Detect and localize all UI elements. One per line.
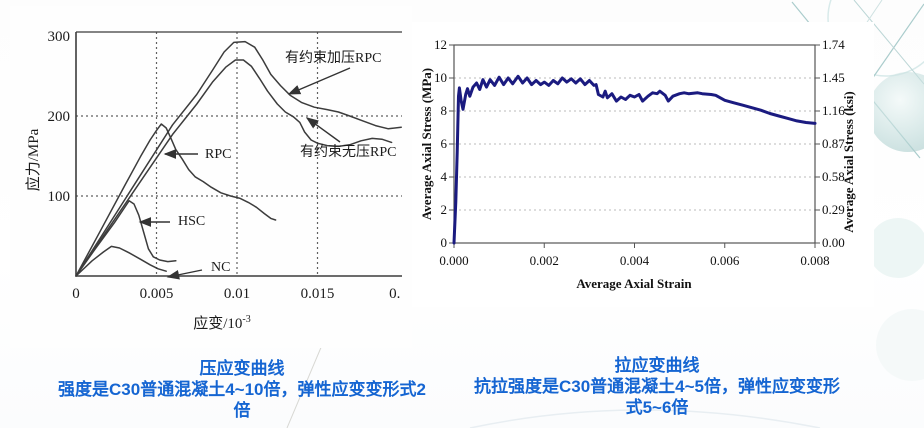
right-caption-title: 拉应变曲线 [614, 356, 700, 375]
compression-chart-canvas: 300 200 100 0 0.005 0.01 0.015 0. [48, 29, 402, 302]
curve-0 [75, 40, 402, 277]
curve-label-rpc: RPC [205, 147, 232, 162]
y-tick-label-mpa: 10 [434, 70, 447, 85]
y-tick-label: 100 [48, 189, 71, 205]
right-caption: 拉应变曲线 抗拉强度是C30普通混凝土4~5倍，弹性应变变形 式5~6倍 [447, 355, 867, 418]
y-axis-title-ksi: Average Axial Stress (ksi) [841, 91, 856, 233]
curve-label-confined-pressurized-rpc: 有约束加压RPC [285, 51, 382, 66]
deco-line [286, 337, 326, 428]
deco-circle-outline [827, 0, 924, 77]
y-tick-label-ksi: 0.29 [822, 202, 845, 217]
y-tick-label-ksi: 0.58 [822, 169, 845, 184]
x-tick-label: 0.002 [530, 253, 559, 268]
y-tick-label-mpa: 6 [441, 136, 448, 151]
tensile-stress-strain-figure: 0 0.00 2 0.29 4 0.58 6 0.87 8 1.16 10 1.45 12 1.74 0.0… [412, 22, 874, 307]
y-tick-label: 300 [48, 29, 71, 45]
x-axis-label: 应变/10-3 [193, 314, 251, 332]
y-tick-label-ksi: 0.87 [822, 136, 845, 151]
x-tick-label: 0.000 [439, 253, 468, 268]
y-tick-label-mpa: 0 [441, 235, 448, 250]
y-tick-label-ksi: 1.45 [822, 70, 845, 85]
annotation-arrow [287, 67, 351, 95]
left-caption: 压应变曲线 强度是C30普通混凝土4~10倍，弹性应变变形式2 倍 [32, 358, 452, 421]
x-tick-label: 0 [72, 286, 80, 302]
x-tick-label: 0.015 [301, 286, 335, 302]
y-axis-title-mpa: Average Axial Stress (MPa) [419, 67, 434, 221]
x-tick-label: 0.01 [224, 286, 250, 302]
annotation-arrow [305, 117, 341, 143]
y-tick-label-mpa: 2 [441, 202, 448, 217]
deco-sphere [868, 72, 924, 152]
deco-arc [469, 409, 821, 428]
y-tick-label-ksi: 1.16 [822, 103, 845, 118]
y-tick-label: 200 [48, 109, 71, 125]
x-tick-label: 0.006 [710, 253, 740, 268]
y-axis-label: 应力/MPa [26, 128, 42, 192]
curve-3 [75, 200, 177, 277]
x-tick-label: 0. [389, 286, 400, 302]
deco-sphere-small [868, 218, 924, 278]
curve-label-nc: NC [211, 260, 231, 275]
deco-line [853, 0, 924, 85]
curve-1 [75, 59, 393, 277]
y-tick-label-ksi: 1.74 [822, 37, 845, 52]
x-axis-title: Average Axial Strain [576, 276, 692, 291]
curve-4 [75, 245, 167, 277]
curve-2 [75, 123, 277, 277]
left-caption-line2: 强度是C30普通混凝土4~10倍，弹性应变变形式2 [58, 380, 426, 399]
x-tick-label: 0.005 [140, 286, 174, 302]
right-caption-line2: 抗拉强度是C30普通混凝土4~5倍，弹性应变变形 [473, 377, 841, 396]
y-tick-label-ksi: 0.00 [822, 235, 845, 250]
y-tick-label-mpa: 12 [434, 37, 447, 52]
deco-sphere-faint [876, 309, 924, 381]
curve-label-confined-unpressurized-rpc: 有约束无压RPC [300, 145, 397, 160]
x-tick-label: 0.004 [620, 253, 650, 268]
annotation-arrow [166, 269, 203, 280]
compression-stress-strain-figure: 300 200 100 0 0.005 0.01 0.015 0. 应力/MPa 应变/10-… [10, 6, 412, 348]
left-caption-line3: 倍 [233, 401, 251, 420]
y-tick-label-mpa: 8 [441, 103, 448, 118]
x-tick-label: 0.008 [800, 253, 829, 268]
curve-label-hsc: HSC [178, 214, 206, 229]
right-caption-line3: 式5~6倍 [625, 398, 689, 417]
tensile-curve [452, 74, 817, 245]
left-caption-title: 压应变曲线 [199, 359, 285, 378]
y-tick-label-mpa: 4 [441, 169, 448, 184]
